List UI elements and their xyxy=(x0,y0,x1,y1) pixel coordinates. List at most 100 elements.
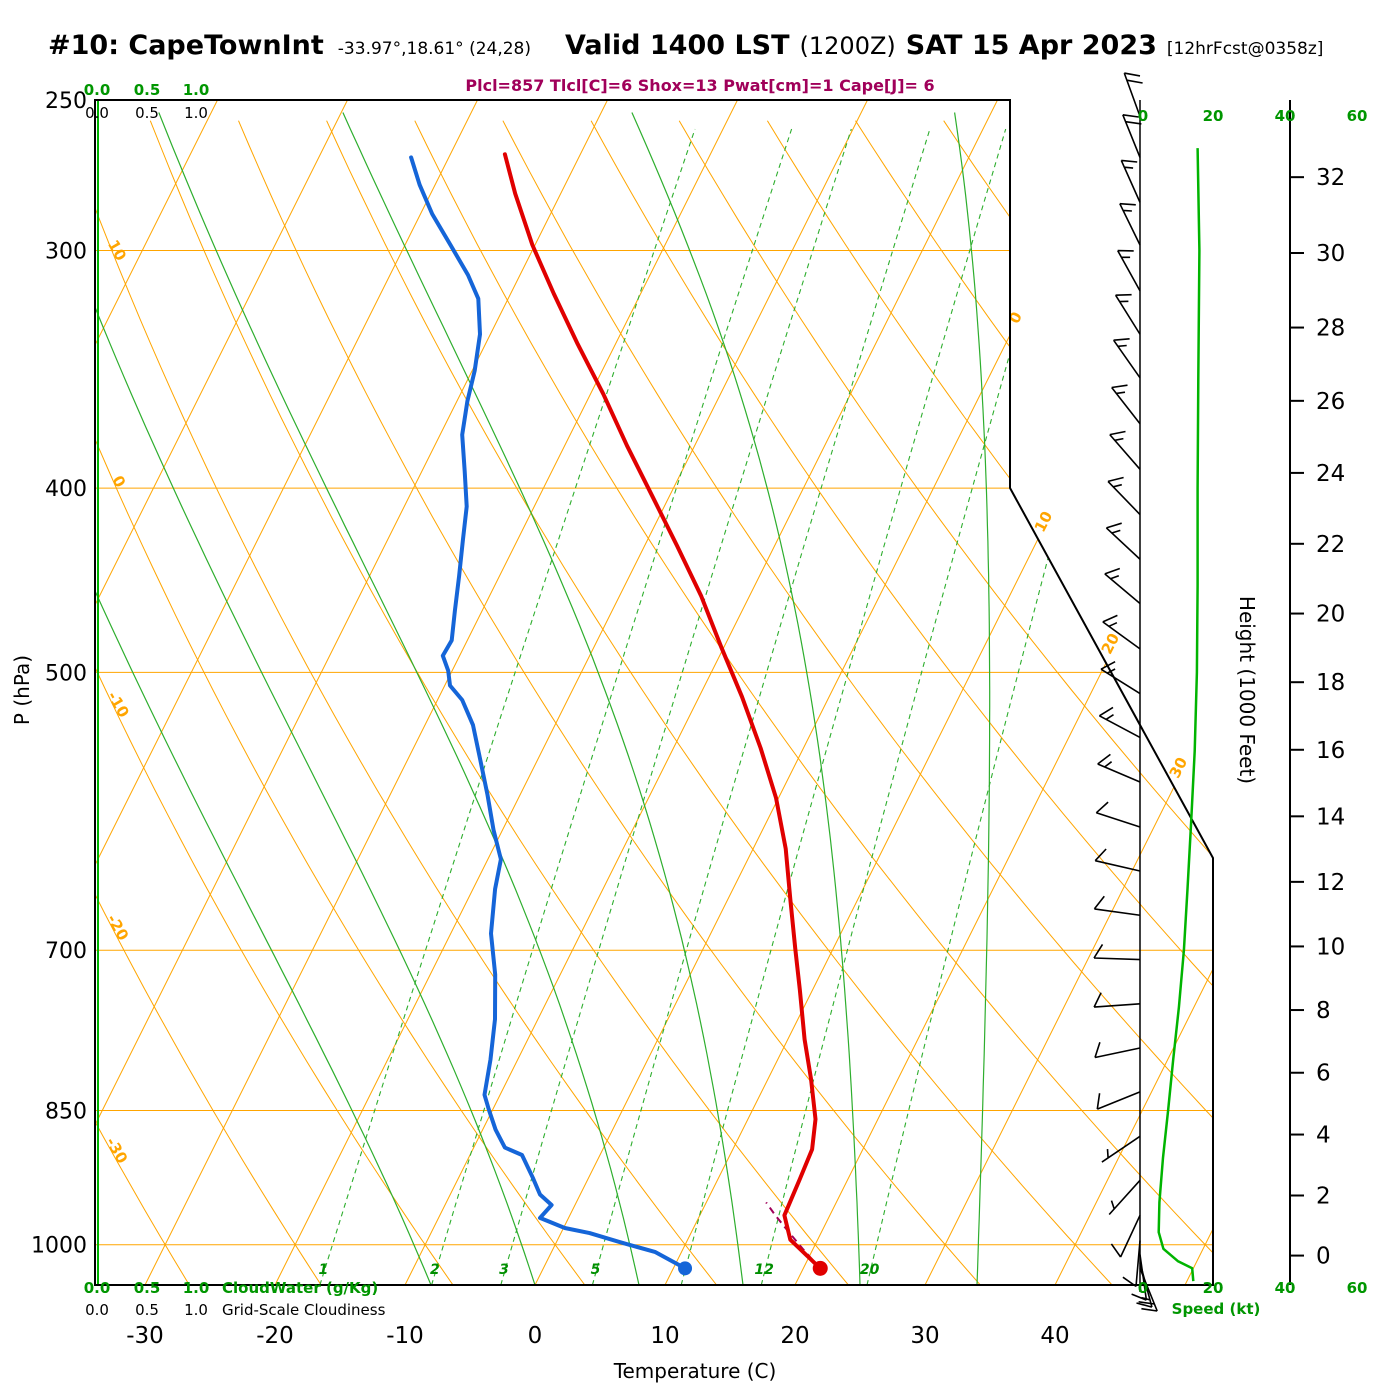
cloudiness-label: Grid-Scale Cloudiness xyxy=(222,1301,386,1319)
temperature-curve xyxy=(502,152,823,1271)
height-tick-label: 22 xyxy=(1316,532,1345,558)
isotherm-line xyxy=(794,100,1213,1285)
pressure-tick-label: 700 xyxy=(45,939,87,964)
speed-profile-curve xyxy=(1157,148,1201,1282)
wind-barb xyxy=(1101,1135,1141,1163)
valid-zulu: (1200Z) xyxy=(799,32,896,60)
height-tick-label: 4 xyxy=(1316,1123,1331,1149)
wind-barb xyxy=(1094,848,1141,872)
height-tick-label: 2 xyxy=(1316,1183,1331,1209)
wind-barb xyxy=(1094,1042,1141,1059)
dry-adiabat-line xyxy=(95,120,454,1285)
pressure-tick-label: 250 xyxy=(45,89,87,114)
dry-adiabat-line xyxy=(414,120,1213,1285)
isotherm-line xyxy=(95,100,478,1285)
height-tick-label: 20 xyxy=(1316,602,1345,628)
wind-barb xyxy=(1093,895,1141,917)
speed-scale-bottom-0: 0 xyxy=(1137,1279,1149,1297)
wind-barb xyxy=(1097,753,1141,783)
wind-barb xyxy=(1093,943,1141,961)
speed-scale-bottom-1: 20 xyxy=(1202,1279,1224,1297)
isotherm-line xyxy=(404,100,998,1285)
mixing-ratio-line xyxy=(431,128,793,1285)
wind-barb xyxy=(1109,430,1141,470)
wind-barb xyxy=(1138,1268,1158,1312)
speed-scale-top-1: 20 xyxy=(1202,107,1224,125)
wind-barb xyxy=(1107,476,1141,516)
mixing-ratio-label: 1 xyxy=(318,1262,328,1278)
height-tick-label: 28 xyxy=(1316,316,1345,342)
mixing-ratio-line xyxy=(500,128,852,1285)
moist-adiabat-line xyxy=(158,112,640,1285)
cloudwater-label: CloudWater (g/Kg) xyxy=(222,1279,379,1297)
cloudiness-scale-top-0: 0.0 xyxy=(85,104,109,122)
wind-barb xyxy=(1117,249,1141,292)
mixing-ratio-label: 20 xyxy=(860,1262,880,1278)
wind-barb xyxy=(1110,1214,1141,1258)
pressure-tick-label: 1000 xyxy=(31,1234,87,1259)
dry-adiabat-line xyxy=(502,120,1213,1285)
height-tick-label: 32 xyxy=(1316,165,1345,191)
height-axis-label: Height (1000 Feet) xyxy=(1235,595,1259,785)
dry-adiabat-line xyxy=(678,120,1213,1285)
dry-adiabat-line xyxy=(238,120,981,1285)
height-tick-label: 0 xyxy=(1316,1244,1331,1270)
isotherm-label: 0 xyxy=(1005,309,1026,326)
speed-scale-top-2: 40 xyxy=(1274,107,1296,125)
speed-scale-top-0: 0 xyxy=(1137,107,1149,125)
temperature-tick-label: 20 xyxy=(780,1323,809,1349)
wind-barb xyxy=(1111,384,1141,425)
temperature-tick-label: 10 xyxy=(650,1323,679,1349)
forecast-info: [12hrFcst@0358z] xyxy=(1166,39,1324,59)
dry-adiabat-line xyxy=(590,120,1213,1285)
cw-scale-top-2: 1.0 xyxy=(182,81,210,99)
isotherm-line xyxy=(95,100,608,1285)
mixing-ratio-line xyxy=(866,128,1165,1285)
speed-scale-bottom-2: 40 xyxy=(1274,1279,1296,1297)
dewpoint-curve xyxy=(409,155,687,1271)
moist-adiabat-line xyxy=(95,112,432,1285)
wind-barb xyxy=(1105,522,1141,560)
dry-adiabat-line xyxy=(855,120,1213,1285)
wind-barbs xyxy=(1093,72,1158,1312)
speed-scale-top-3: 60 xyxy=(1346,107,1368,125)
station-coords: -33.97°,18.61° (24,28) xyxy=(337,39,532,59)
wind-barb xyxy=(1095,801,1141,828)
wind-barb xyxy=(1112,338,1141,379)
orange-grid xyxy=(95,100,1213,1285)
header: #10: CapeTownInt -33.97°,18.61° (24,28) … xyxy=(48,30,1323,61)
pressure-tick-label: 300 xyxy=(45,240,87,265)
dry-adiabat-line xyxy=(95,120,322,1285)
pressure-axis-label: P (hPa) xyxy=(10,654,34,726)
sounding-parameters: Plcl=857 Tlcl[C]=6 Shox=13 Pwat[cm]=1 Ca… xyxy=(465,76,935,95)
wind-barb xyxy=(1098,706,1141,739)
isotherm-line xyxy=(144,100,738,1285)
surface-dewpoint-dot xyxy=(678,1261,693,1276)
moist-adiabat-line xyxy=(342,112,744,1285)
height-tick-label: 8 xyxy=(1316,998,1331,1024)
dry-adiabat-label: -10 xyxy=(104,688,133,720)
mixing-ratio-line xyxy=(680,128,1007,1285)
height-tick-label: 18 xyxy=(1316,670,1345,696)
speed-axis-label: Speed (kt) xyxy=(1171,1300,1261,1318)
isotherm-line xyxy=(1054,100,1213,1285)
valid-date: SAT 15 Apr 2023 xyxy=(905,30,1157,61)
temperature-tick-label: -30 xyxy=(126,1323,164,1349)
plot-border xyxy=(94,99,1214,1286)
height-tick-label: 24 xyxy=(1316,461,1345,487)
isotherm-line xyxy=(1184,100,1213,1285)
cloudiness-scale-bottom-0: 0.0 xyxy=(85,1301,109,1319)
pressure-tick-label: 850 xyxy=(45,1100,87,1125)
speed-scale-bottom-3: 60 xyxy=(1346,1279,1368,1297)
temperature-tick-label: -10 xyxy=(386,1323,424,1349)
cw-scale-bottom-0: 0.0 xyxy=(83,1279,111,1297)
dry-adiabat-label: -20 xyxy=(103,911,132,943)
wind-barb xyxy=(1119,202,1141,246)
isotherm-line xyxy=(95,100,218,1285)
moist-adiabat-line xyxy=(954,112,991,1285)
temperature-axis-label: Temperature (C) xyxy=(613,1359,777,1383)
moist-adiabat-line xyxy=(631,112,861,1285)
mixing-ratio-label: 2 xyxy=(430,1262,440,1278)
height-tick-label: 6 xyxy=(1316,1061,1331,1087)
isotherm-line xyxy=(274,100,868,1285)
